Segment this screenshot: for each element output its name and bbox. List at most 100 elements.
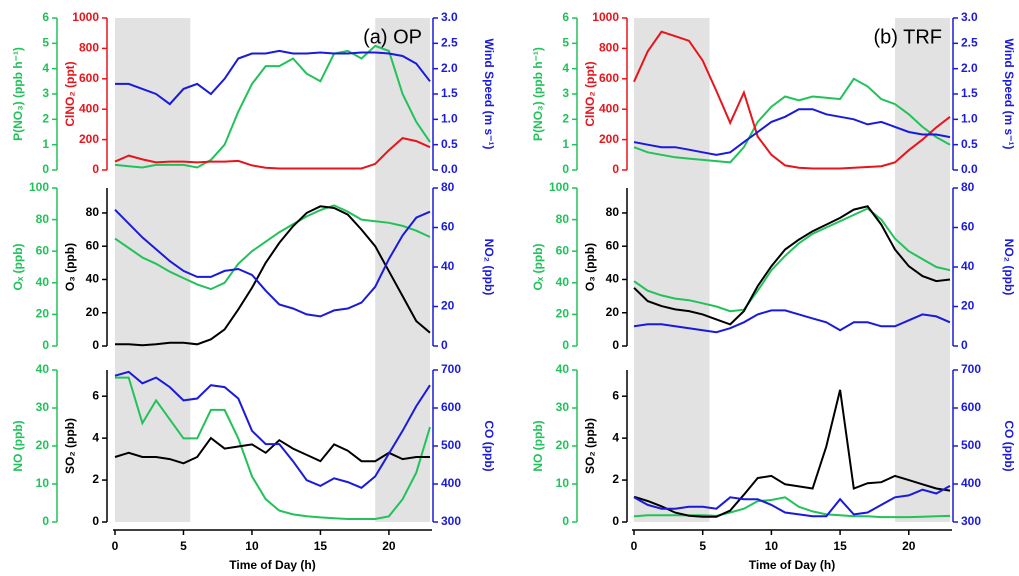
y-tick-label: 80 <box>36 212 50 226</box>
y-tick-label: 0 <box>42 514 49 528</box>
y-tick-label: 3.0 <box>961 10 978 24</box>
y-tick-label: 1.0 <box>441 112 458 126</box>
y-axis-label: P(NO₃) (ppb h⁻¹) <box>531 47 545 141</box>
y-tick-label: 0 <box>612 338 619 352</box>
y-axis-label: SO₂ (ppb) <box>583 418 597 474</box>
y-tick-label: 0 <box>92 162 99 176</box>
series-line <box>114 208 431 318</box>
y-tick-label: 0 <box>441 338 448 352</box>
y-tick-label: 600 <box>79 71 99 85</box>
y-tick-label: 0.0 <box>441 162 458 176</box>
y-tick-label: 2 <box>612 472 619 486</box>
y-tick-label: 30 <box>36 400 50 414</box>
x-tick-label: 5 <box>699 539 706 553</box>
y-tick-label: 400 <box>961 476 981 490</box>
night-shading <box>115 188 191 370</box>
series-line <box>633 207 951 313</box>
y-axis-label: NO (ppb) <box>531 420 545 471</box>
y-tick-label: 40 <box>961 259 975 273</box>
night-shading <box>375 370 430 522</box>
y-tick-label: 40 <box>556 275 570 289</box>
y-tick-label: 0 <box>92 514 99 528</box>
x-tick-label: 0 <box>631 539 638 553</box>
y-tick-label: 80 <box>961 180 975 194</box>
y-axis-label: NO₂ (ppb) <box>482 239 496 296</box>
x-tick-label: 15 <box>314 539 328 553</box>
y-axis-label: NO (ppb) <box>11 420 25 471</box>
y-tick-label: 500 <box>961 438 981 452</box>
y-tick-label: 20 <box>961 299 975 313</box>
y-tick-label: 1000 <box>72 10 99 24</box>
night-shading <box>634 188 710 370</box>
y-tick-label: 80 <box>441 180 455 194</box>
y-axis-label: CO (ppb) <box>1002 420 1016 471</box>
y-tick-label: 500 <box>441 438 461 452</box>
x-tick-label: 10 <box>765 539 779 553</box>
y-tick-label: 1.5 <box>961 86 978 100</box>
y-tick-label: 600 <box>599 71 619 85</box>
y-tick-label: 2.5 <box>441 36 458 50</box>
y-tick-label: 600 <box>441 400 461 414</box>
night-shading <box>634 18 710 188</box>
y-tick-label: 40 <box>36 275 50 289</box>
series-line <box>114 370 431 489</box>
y-tick-label: 40 <box>86 272 100 286</box>
series-line <box>633 77 951 164</box>
y-tick-label: 5 <box>562 36 569 50</box>
y-axis-label: ClNO₂ (ppt) <box>583 61 597 126</box>
y-tick-label: 80 <box>556 212 570 226</box>
x-axis-label: Time of Day (h) <box>229 558 315 572</box>
y-tick-label: 0 <box>612 514 619 528</box>
series-line <box>633 30 951 170</box>
y-tick-label: 1.5 <box>441 86 458 100</box>
series-line <box>114 204 431 291</box>
y-tick-label: 2.0 <box>441 61 458 75</box>
y-tick-label: 0 <box>42 162 49 176</box>
y-tick-label: 20 <box>556 307 570 321</box>
y-tick-label: 4 <box>92 430 99 444</box>
y-tick-label: 20 <box>36 307 50 321</box>
y-tick-label: 4 <box>42 61 49 75</box>
y-tick-label: 40 <box>556 362 570 376</box>
y-tick-label: 30 <box>556 400 570 414</box>
x-tick-label: 5 <box>180 539 187 553</box>
night-shading <box>375 188 430 370</box>
night-shading <box>895 18 950 188</box>
y-tick-label: 10 <box>556 476 570 490</box>
y-tick-label: 20 <box>441 299 455 313</box>
y-tick-label: 1.0 <box>961 112 978 126</box>
y-tick-label: 60 <box>441 220 455 234</box>
y-tick-label: 1 <box>42 137 49 151</box>
y-tick-label: 0 <box>612 162 619 176</box>
x-tick-label: 15 <box>833 539 847 553</box>
y-axis-label: CO (ppb) <box>482 420 496 471</box>
y-tick-label: 20 <box>86 305 100 319</box>
night-shading <box>634 370 710 522</box>
x-tick-label: 10 <box>245 539 259 553</box>
y-axis-label: ClNO₂ (ppt) <box>63 61 77 126</box>
panel-title: (a) OP <box>363 26 422 48</box>
y-tick-label: 400 <box>599 101 619 115</box>
y-tick-label: 3 <box>562 86 569 100</box>
y-tick-label: 40 <box>441 259 455 273</box>
y-tick-label: 300 <box>441 514 461 528</box>
y-axis-label: Wind Speed (m s⁻¹) <box>1002 39 1016 150</box>
y-axis-label: O₃ (ppb) <box>63 243 77 291</box>
series-line <box>633 108 951 156</box>
y-tick-label: 2 <box>42 112 49 126</box>
y-tick-label: 0 <box>562 162 569 176</box>
series-line <box>114 44 431 169</box>
x-tick-label: 20 <box>902 539 916 553</box>
night-shading <box>895 370 950 522</box>
y-tick-label: 20 <box>36 438 50 452</box>
y-tick-label: 0.5 <box>961 137 978 151</box>
y-tick-label: 6 <box>562 10 569 24</box>
y-tick-label: 6 <box>92 388 99 402</box>
y-tick-label: 300 <box>961 514 981 528</box>
night-shading <box>375 18 430 188</box>
series-line <box>633 485 951 518</box>
y-tick-label: 10 <box>36 476 50 490</box>
y-tick-label: 0.5 <box>441 137 458 151</box>
